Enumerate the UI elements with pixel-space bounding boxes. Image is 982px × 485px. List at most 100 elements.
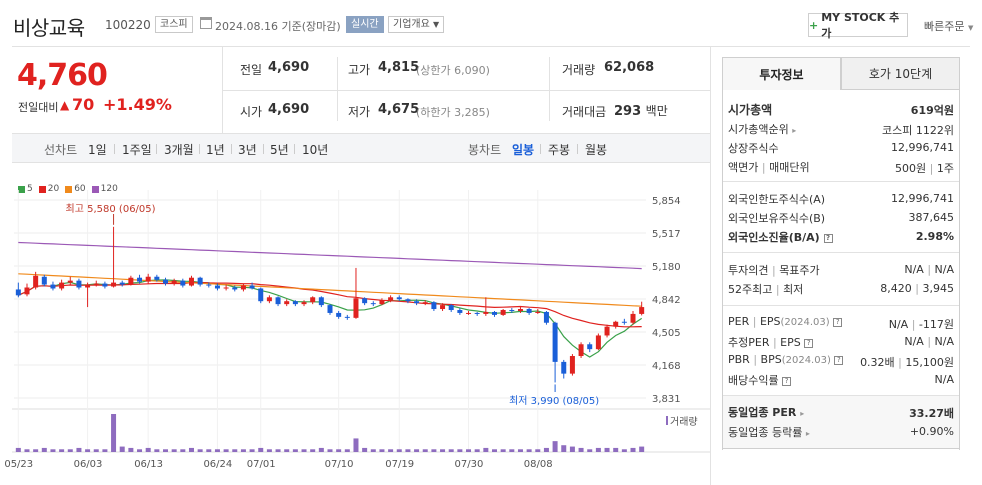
volume-bar bbox=[50, 449, 56, 452]
volume-bar bbox=[145, 447, 151, 452]
volume-bar bbox=[275, 449, 281, 452]
face-value-label: 액면가 | 매매단위 bbox=[728, 161, 810, 174]
candle-body bbox=[457, 310, 463, 313]
candle-tab-monthly[interactable]: 월봉 bbox=[585, 143, 608, 157]
volume-bar bbox=[569, 446, 575, 452]
quick-order-dropdown[interactable]: 빠른주문 ▼ bbox=[924, 20, 974, 33]
candle-body bbox=[587, 344, 593, 350]
add-mystock-button[interactable]: + MY STOCK 추가 bbox=[808, 11, 908, 40]
candle-body bbox=[344, 316, 350, 318]
prev-close-value: 4,690 bbox=[268, 60, 310, 75]
sector-change-value: +0.90% bbox=[909, 425, 954, 438]
volume-bar bbox=[578, 447, 584, 452]
period-tab-1y[interactable]: 1년 bbox=[206, 143, 225, 157]
legend-label: 20 bbox=[47, 184, 60, 194]
volume-label: 거래량 bbox=[562, 63, 596, 77]
ma-legend: 5 20 60 120 bbox=[18, 184, 118, 194]
stock-code: 100220 bbox=[105, 18, 151, 32]
candle-body bbox=[578, 344, 584, 357]
week52-label: 52주최고 | 최저 bbox=[728, 283, 804, 296]
volume-bar bbox=[163, 449, 169, 452]
est-per-label: 추정PER | EPS ? bbox=[728, 334, 814, 350]
help-icon[interactable]: ? bbox=[823, 234, 833, 243]
candle-body bbox=[405, 299, 411, 302]
y-tick-label: 5,854 bbox=[652, 196, 681, 207]
candle-tab-daily[interactable]: 일봉 bbox=[512, 143, 535, 157]
dividend-value: N/A bbox=[934, 373, 954, 386]
pbr-label: PBR | BPS(2024.03) ? bbox=[728, 353, 844, 366]
candle-body bbox=[102, 283, 108, 287]
foreign-ratio-label[interactable]: 외국인소진율(B/A) ? bbox=[728, 229, 833, 245]
legend-swatch bbox=[18, 185, 25, 193]
legend-label: 60 bbox=[74, 184, 86, 194]
period-tab-10y[interactable]: 10년 bbox=[302, 143, 329, 157]
summary-divider bbox=[337, 57, 338, 121]
volume-bar bbox=[431, 449, 437, 452]
volume-bar bbox=[353, 438, 359, 452]
sector-per-label[interactable]: 동일업종 PER ▸ bbox=[728, 406, 805, 419]
high-label: 고가 bbox=[348, 63, 371, 77]
volume-bar bbox=[639, 446, 645, 452]
candle-body bbox=[336, 312, 342, 317]
candle-body bbox=[517, 309, 523, 311]
help-icon[interactable]: ? bbox=[782, 377, 792, 386]
volume-bar bbox=[422, 449, 428, 452]
market-cap-rank-label[interactable]: 시가총액순위 ▸ bbox=[728, 123, 797, 136]
candle-body bbox=[379, 300, 385, 305]
sector-change-label[interactable]: 동일업종 등락률 ▸ bbox=[728, 426, 810, 439]
period-tab-3y[interactable]: 3년 bbox=[238, 143, 257, 157]
period-tab-5y[interactable]: 5년 bbox=[270, 143, 289, 157]
week52-value: 8,420 | 3,945 bbox=[880, 282, 954, 295]
volume-bar bbox=[284, 449, 290, 452]
candle-body bbox=[318, 297, 324, 306]
candle-body bbox=[240, 285, 246, 290]
company-overview-dropdown[interactable]: 기업개요 ▼ bbox=[388, 16, 445, 33]
volume-bar bbox=[249, 449, 255, 452]
period-tab-1d[interactable]: 1일 bbox=[88, 143, 107, 157]
help-icon[interactable]: ? bbox=[833, 318, 843, 327]
help-icon[interactable]: ? bbox=[834, 356, 844, 365]
realtime-button[interactable]: 실시간 bbox=[346, 16, 384, 33]
volume-bar bbox=[188, 447, 194, 452]
legend-item: 60 bbox=[65, 184, 86, 194]
period-tab-1w[interactable]: 1주일 bbox=[122, 143, 152, 157]
current-price: 4,760 bbox=[17, 58, 108, 93]
volume-bar bbox=[448, 449, 454, 452]
help-icon[interactable]: ? bbox=[804, 339, 814, 348]
volume-bar bbox=[336, 449, 342, 452]
tab-investment-info[interactable]: 투자정보 bbox=[722, 57, 841, 90]
candle-body bbox=[67, 280, 73, 283]
candle-body bbox=[188, 277, 194, 286]
volume-bar bbox=[154, 449, 160, 452]
legend-swatch bbox=[38, 185, 46, 193]
volume-bar bbox=[171, 449, 177, 452]
volume-bar bbox=[535, 449, 541, 452]
ma60-line bbox=[18, 273, 642, 307]
foreign-hold-label: 외국인보유주식수(B) bbox=[728, 212, 826, 225]
divider bbox=[577, 144, 578, 154]
change-label: 전일대비 bbox=[18, 101, 59, 114]
legend-label: 120 bbox=[100, 184, 118, 194]
candle-body bbox=[535, 311, 541, 313]
dividend-label: 배당수익률 ? bbox=[728, 372, 792, 388]
chevron-right-icon: ▸ bbox=[792, 126, 797, 135]
x-tick-label: 06/24 bbox=[203, 459, 232, 470]
candlestick-chart[interactable]: 5,854 5,517 5,180 4,842 4,505 4,168 3,831 05/23… bbox=[0, 0, 712, 485]
plus-icon: + bbox=[809, 18, 819, 32]
shares-value: 12,996,741 bbox=[891, 141, 954, 154]
volume-bar bbox=[613, 447, 619, 452]
volume-bar bbox=[137, 449, 143, 452]
candle-body bbox=[310, 297, 316, 303]
tab-order-book[interactable]: 호가 10단계 bbox=[841, 57, 960, 90]
section-divider bbox=[723, 181, 959, 182]
y-tick-label: 5,517 bbox=[652, 229, 681, 240]
volume-bar bbox=[630, 447, 636, 452]
per-label: PER | EPS(2024.03) ? bbox=[728, 315, 843, 328]
volume-bar bbox=[466, 449, 472, 452]
volume-bar bbox=[232, 449, 238, 452]
candle-tab-weekly[interactable]: 주봉 bbox=[548, 143, 571, 157]
candle-body bbox=[154, 276, 160, 280]
period-tab-3m[interactable]: 3개월 bbox=[164, 143, 194, 157]
volume-bar bbox=[543, 447, 549, 452]
candle-body bbox=[266, 297, 272, 302]
